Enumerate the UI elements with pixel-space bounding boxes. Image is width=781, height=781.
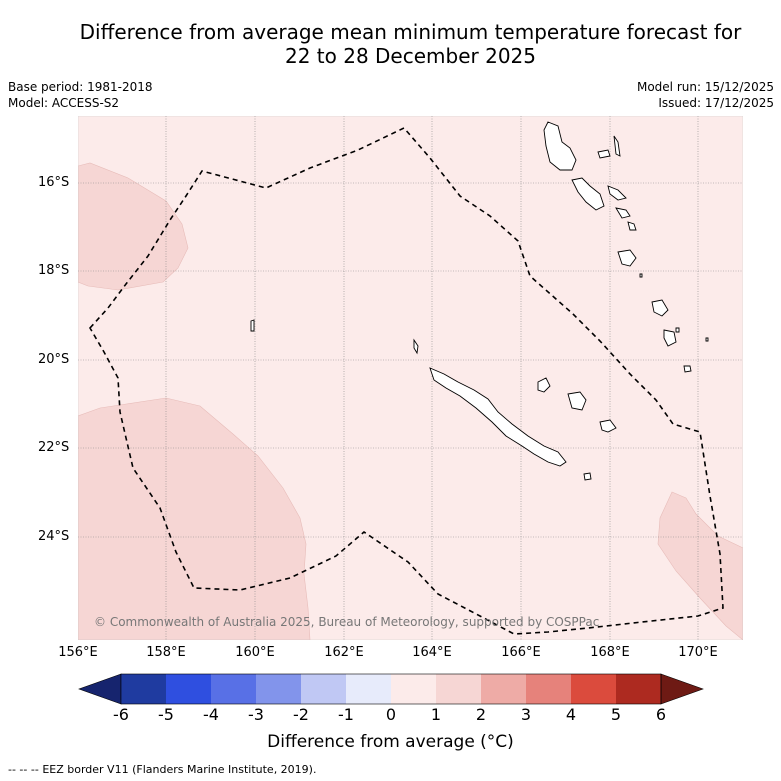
colorbar-tick-label: -1 xyxy=(338,705,354,724)
loyalty-islands-ouvea xyxy=(537,377,551,393)
colorbar-segment xyxy=(301,674,346,704)
warm-anomaly-region-southwest xyxy=(78,397,311,640)
issued-date: Issued: 17/12/2025 xyxy=(658,96,774,110)
colorbar-tick-label: -6 xyxy=(113,705,129,724)
model-run: Model run: 15/12/2025 xyxy=(636,80,774,94)
eez-border xyxy=(89,127,724,635)
graticule xyxy=(78,116,743,640)
colorbar-segment xyxy=(436,674,481,704)
model-name: Model: ACCESS-S2 xyxy=(8,96,120,110)
loyalty-islands-lifou xyxy=(567,391,587,411)
loyalty-islands-mare xyxy=(599,419,617,433)
colorbar-segment xyxy=(121,674,166,704)
small-island-169e xyxy=(639,273,643,278)
warm-anomaly-region-southeast xyxy=(657,491,743,640)
title-line-1: Difference from average mean minimum tem… xyxy=(79,20,742,44)
lat-tick-label: 24°S xyxy=(38,529,70,544)
vanuatu-malo xyxy=(597,149,611,159)
coastlines xyxy=(250,121,709,481)
lat-tick-label: 18°S xyxy=(38,263,70,278)
colorbar-frame xyxy=(120,673,662,705)
vanuatu-efate xyxy=(617,249,637,267)
colorbar-segment xyxy=(526,674,571,704)
eez-legend: -- -- -- EEZ border V11 (Flanders Marine… xyxy=(8,763,316,776)
eez-legend-marker: -- -- -- xyxy=(8,763,39,776)
lon-tick-label: 156°E xyxy=(58,645,98,660)
colorbar-title: Difference from average (°C) xyxy=(267,732,514,752)
title-line-2: 22 to 28 December 2025 xyxy=(284,44,536,68)
colorbar-segment xyxy=(256,674,301,704)
colorbar-segment xyxy=(346,674,391,704)
forecast-map: © Commonwealth of Australia 2025, Bureau… xyxy=(78,116,743,640)
colorbar-tick-label: -2 xyxy=(293,705,309,724)
lon-tick-label: 158°E xyxy=(146,645,186,660)
vanuatu-espiritu-santo xyxy=(543,121,577,171)
colorbar-tick-label: -5 xyxy=(158,705,174,724)
lon-tick-label: 168°E xyxy=(590,645,630,660)
copyright-notice: © Commonwealth of Australia 2025, Bureau… xyxy=(94,615,599,629)
colorbar-segment xyxy=(166,674,211,704)
lon-tick-label: 164°E xyxy=(412,645,452,660)
colorbar xyxy=(78,673,704,705)
base-period: Base period: 1981-2018 xyxy=(8,80,153,94)
eez-legend-text: EEZ border V11 (Flanders Marine Institut… xyxy=(42,763,317,776)
isle-of-pines xyxy=(583,472,592,481)
colorbar-segment xyxy=(616,674,661,704)
vanuatu-erromango xyxy=(651,299,669,317)
vanuatu-pentecost xyxy=(607,185,627,201)
chart-title: Difference from average mean minimum tem… xyxy=(0,20,781,68)
lon-tick-label: 166°E xyxy=(501,645,541,660)
new-caledonia-coastline xyxy=(429,367,567,467)
colorbar-segment xyxy=(391,674,436,704)
colorbar-segment xyxy=(211,674,256,704)
vanuatu-aneityum xyxy=(683,365,692,373)
colorbar-tick-label: 6 xyxy=(655,705,667,724)
colorbar-tick-label: 2 xyxy=(475,705,487,724)
colorbar-tick-label: 4 xyxy=(565,705,577,724)
lat-tick-label: 20°S xyxy=(38,352,70,367)
colorbar-tick-label: 1 xyxy=(430,705,442,724)
colorbar-segment xyxy=(481,674,526,704)
meta-right: Model run: 15/12/2025 Issued: 17/12/2025 xyxy=(637,79,774,111)
small-island-171e xyxy=(705,337,709,342)
lat-tick-label: 16°S xyxy=(38,175,70,190)
colorbar-extend-high xyxy=(660,673,704,705)
vanuatu-malakula xyxy=(571,177,605,211)
lon-tick-label: 160°E xyxy=(235,645,275,660)
colorbar-tick-label: 5 xyxy=(610,705,622,724)
lat-tick-label: 22°S xyxy=(38,440,70,455)
colorbar-tick-label: -4 xyxy=(203,705,219,724)
warm-anomaly-region-northwest xyxy=(78,162,189,291)
small-island-161e xyxy=(250,319,255,332)
belep-islands xyxy=(413,338,419,355)
vanuatu-maewo xyxy=(613,135,621,157)
small-island-170e xyxy=(675,327,680,333)
vanuatu-ambrym xyxy=(615,207,631,219)
lon-tick-label: 162°E xyxy=(324,645,364,660)
colorbar-tick-label: 3 xyxy=(520,705,532,724)
meta-left: Base period: 1981-2018 Model: ACCESS-S2 xyxy=(8,79,153,111)
colorbar-tick-label: 0 xyxy=(385,705,397,724)
colorbar-tick-label: -3 xyxy=(248,705,264,724)
colorbar-extend-low xyxy=(78,673,122,705)
vanuatu-tanna xyxy=(663,329,677,347)
lon-tick-label: 170°E xyxy=(678,645,718,660)
vanuatu-epi xyxy=(627,221,637,231)
colorbar-segment xyxy=(571,674,616,704)
